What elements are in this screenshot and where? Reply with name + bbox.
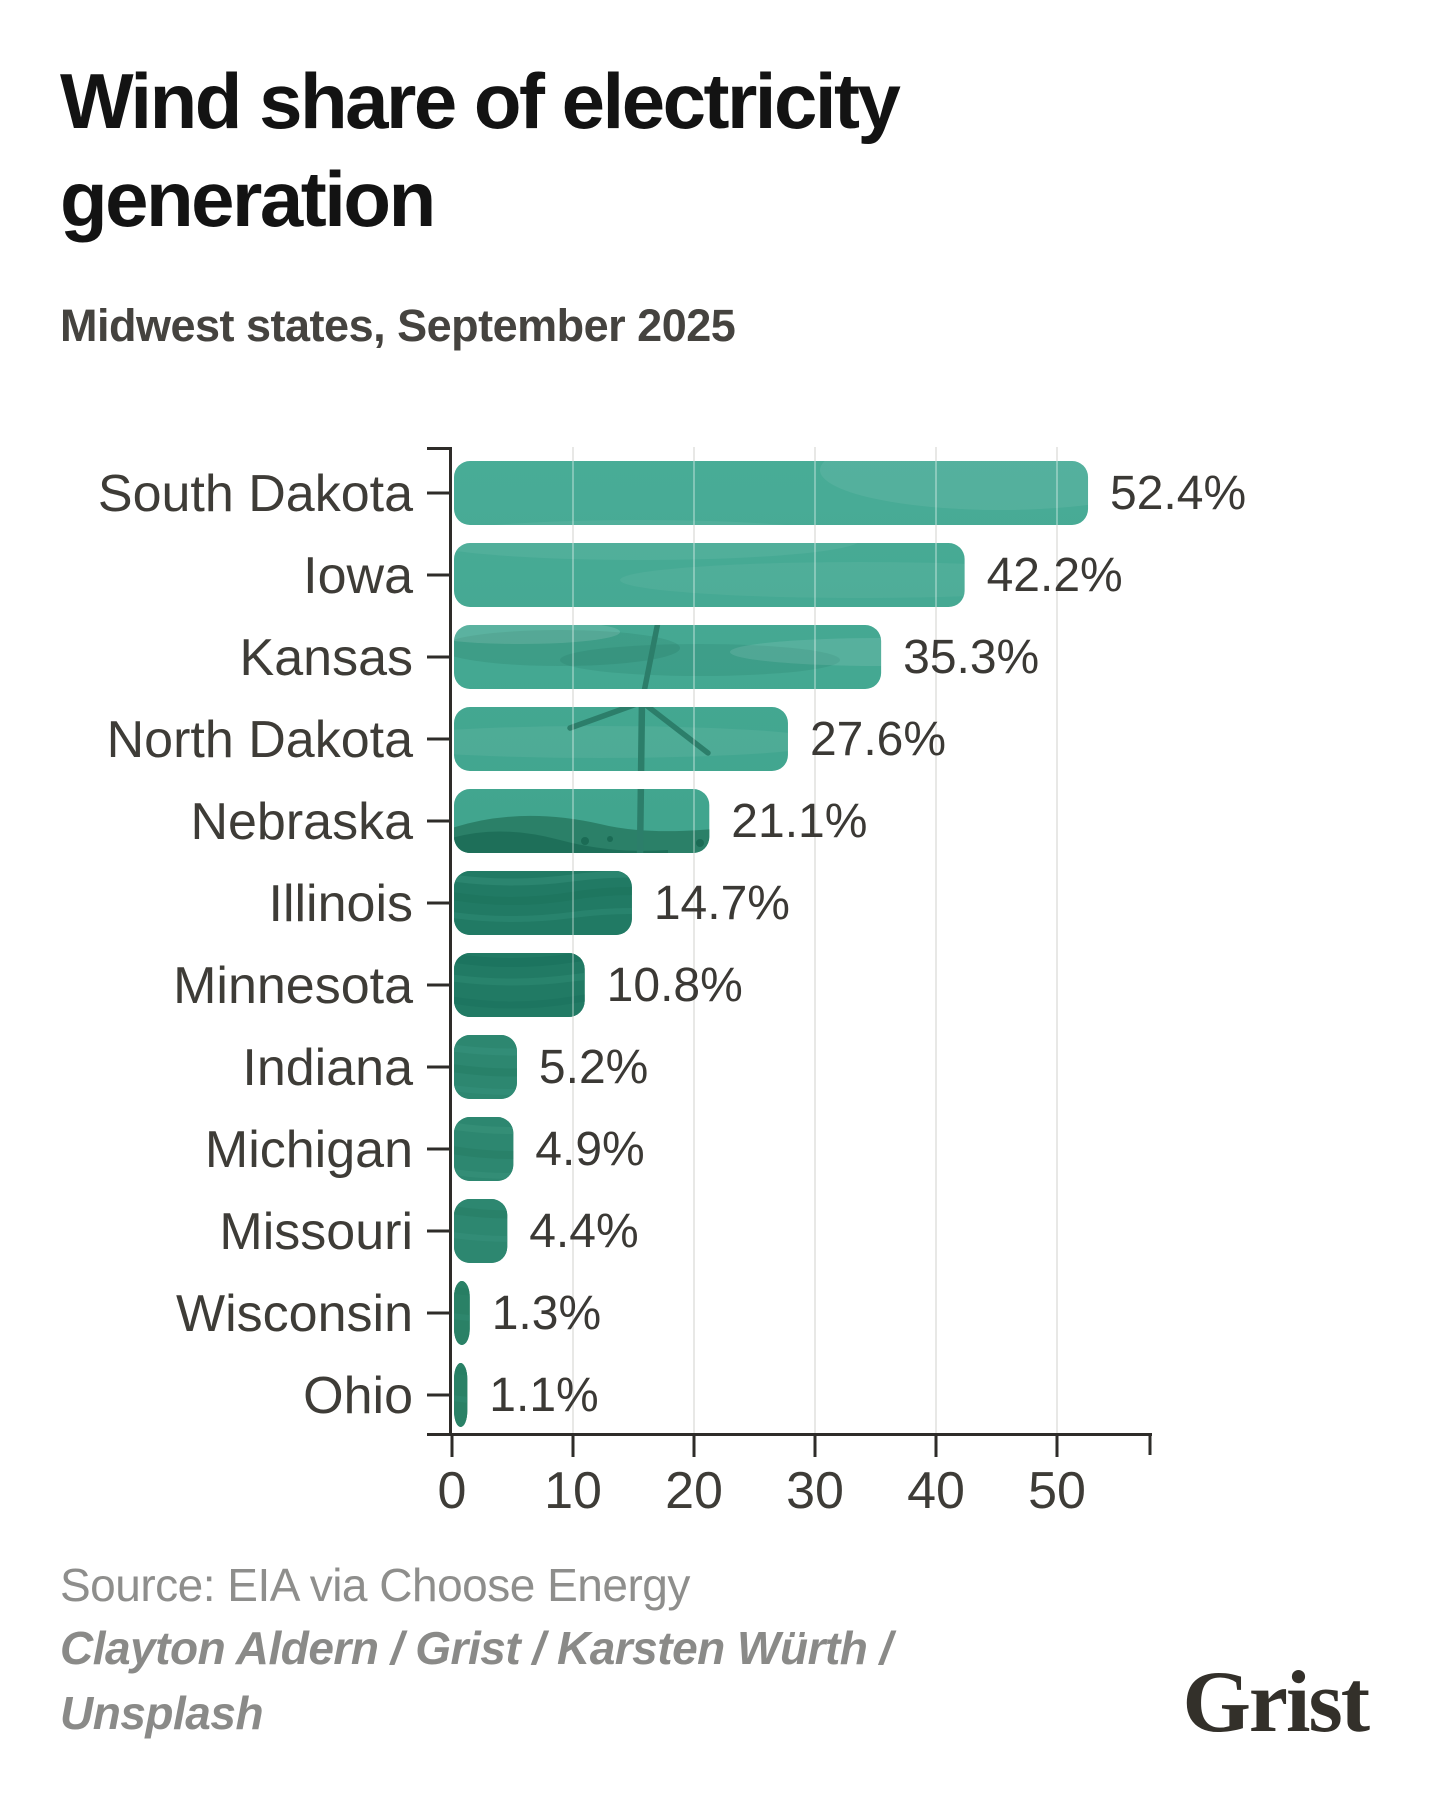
value-label: 5.2%: [539, 1041, 648, 1094]
category-label: Ohio: [303, 1367, 413, 1425]
axes: 0 10 20 30 40 50: [427, 447, 1152, 1520]
category-label: Missouri: [219, 1203, 413, 1261]
category-label: North Dakota: [107, 711, 413, 769]
value-label: 21.1%: [731, 795, 867, 848]
rows: South Dakota 52.4% Iowa 42.2% Kansas 35.3% Nor…: [98, 465, 1246, 1425]
gridlines: [572, 447, 1058, 1433]
grist-logo: Grist: [1182, 1654, 1370, 1751]
category-label: Illinois: [269, 875, 414, 933]
x-tick-label: 30: [786, 1462, 844, 1520]
x-tick-label: 20: [665, 1462, 723, 1520]
category-label: Minnesota: [173, 957, 413, 1015]
value-label: 10.8%: [607, 959, 743, 1012]
bar-chart: South Dakota 52.4% Iowa 42.2% Kansas 35.3% Nor…: [98, 447, 1246, 1520]
value-label: 4.4%: [529, 1205, 638, 1258]
chart-title: Wind share of electricity generation: [60, 57, 901, 244]
value-label: 27.6%: [810, 713, 946, 766]
value-label: 42.2%: [987, 549, 1123, 602]
value-label: 1.3%: [492, 1287, 601, 1340]
chart-subtitle: Midwest states, September 2025: [60, 300, 736, 351]
source-note: Source: EIA via Choose Energy: [60, 1559, 690, 1611]
category-label: Kansas: [240, 629, 413, 687]
credit-note: Clayton Aldern / Grist / Karsten Würth /…: [60, 1622, 892, 1740]
category-label: Michigan: [205, 1121, 413, 1179]
x-tick-label: 50: [1028, 1462, 1086, 1520]
x-tick-label: 10: [544, 1462, 602, 1520]
value-label: 35.3%: [903, 631, 1039, 684]
category-label: Indiana: [242, 1039, 413, 1097]
category-label: Wisconsin: [176, 1285, 413, 1343]
x-tick-label: 40: [907, 1462, 965, 1520]
value-label: 52.4%: [1110, 467, 1246, 520]
category-label: South Dakota: [98, 465, 413, 523]
category-label: Nebraska: [190, 793, 413, 851]
value-label: 14.7%: [654, 877, 790, 930]
category-label: Iowa: [303, 547, 413, 605]
value-label: 4.9%: [535, 1123, 644, 1176]
value-label: 1.1%: [489, 1369, 598, 1422]
x-tick-label: 0: [438, 1462, 467, 1520]
